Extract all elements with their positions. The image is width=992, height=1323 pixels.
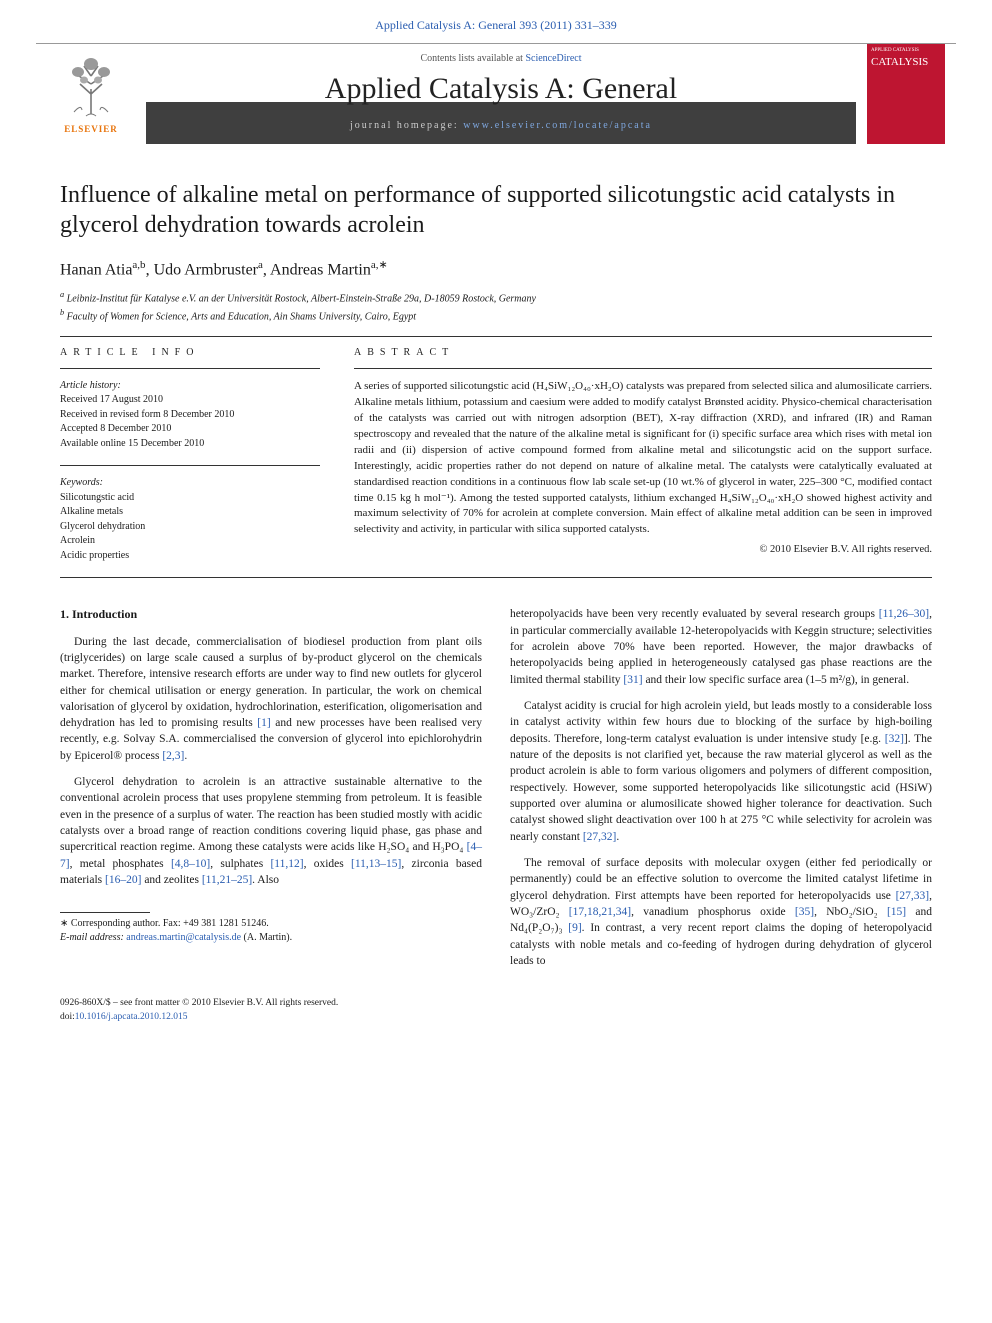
abstract-col: ABSTRACT A series of supported silicotun… bbox=[354, 347, 932, 564]
ref-16-20[interactable]: [16–20] bbox=[105, 874, 141, 886]
doc-info: 0926-860X/$ – see front matter © 2010 El… bbox=[60, 997, 932, 1024]
citation-header: Applied Catalysis A: General 393 (2011) … bbox=[0, 0, 992, 43]
history-revised: Received in revised form 8 December 2010 bbox=[60, 408, 320, 423]
masthead-center: Contents lists available at ScienceDirec… bbox=[146, 44, 856, 144]
abstract-label: ABSTRACT bbox=[354, 347, 932, 358]
journal-cover-thumb: APPLIED CATALYSIS CATALYSIS bbox=[867, 44, 945, 144]
ref-31[interactable]: [31] bbox=[623, 674, 642, 686]
keywords-rule bbox=[60, 465, 320, 466]
keyword-1: Silicotungstic acid bbox=[60, 491, 320, 506]
ref-35[interactable]: [35] bbox=[795, 906, 814, 918]
affiliation-a: Leibniz-Institut für Katalyse e.V. an de… bbox=[67, 294, 536, 305]
ref-1[interactable]: [1] bbox=[257, 717, 270, 729]
elsevier-tree-icon bbox=[56, 54, 126, 124]
cover-box: APPLIED CATALYSIS CATALYSIS bbox=[856, 44, 956, 144]
homepage-line: journal homepage: www.elsevier.com/locat… bbox=[146, 114, 856, 137]
corresponding-line: ∗ Corresponding author. Fax: +49 381 128… bbox=[60, 917, 482, 931]
homepage-prefix: journal homepage: bbox=[350, 120, 463, 131]
intro-p1: During the last decade, commercialisatio… bbox=[60, 634, 482, 765]
keywords: Keywords: Silicotungstic acid Alkaline m… bbox=[60, 476, 320, 563]
ref-11-26-30[interactable]: [11,26–30] bbox=[879, 608, 929, 620]
masthead: ELSEVIER Contents lists available at Sci… bbox=[36, 43, 956, 144]
keyword-5: Acidic properties bbox=[60, 549, 320, 564]
doi-link[interactable]: 10.1016/j.apcata.2010.12.015 bbox=[75, 1012, 188, 1022]
history-head: Article history: bbox=[60, 379, 320, 394]
doi-prefix: doi: bbox=[60, 1012, 75, 1022]
homepage-link[interactable]: www.elsevier.com/locate/apcata bbox=[463, 120, 652, 131]
article-history: Article history: Received 17 August 2010… bbox=[60, 379, 320, 452]
article-title: Influence of alkaline metal on performan… bbox=[60, 180, 932, 240]
keyword-3: Glycerol dehydration bbox=[60, 520, 320, 535]
email-line: E-mail address: andreas.martin@catalysis… bbox=[60, 931, 482, 945]
email-link[interactable]: andreas.martin@catalysis.de bbox=[126, 932, 241, 943]
history-accepted: Accepted 8 December 2010 bbox=[60, 422, 320, 437]
abstract-rule bbox=[354, 368, 932, 369]
cover-big-text: CATALYSIS bbox=[871, 56, 941, 68]
body-col-left: 1. Introduction During the last decade, … bbox=[60, 606, 482, 979]
keyword-4: Acrolein bbox=[60, 534, 320, 549]
abstract-text: A series of supported silicotungstic aci… bbox=[354, 379, 932, 538]
doi-line: doi:10.1016/j.apcata.2010.12.015 bbox=[60, 1011, 932, 1024]
ref-4-8-10[interactable]: [4,8–10] bbox=[171, 858, 210, 870]
body-col-right: heteropolyacids have been very recently … bbox=[510, 606, 932, 979]
author-3-affil: a,∗ bbox=[371, 259, 388, 271]
sciencedirect-link[interactable]: ScienceDirect bbox=[525, 53, 581, 64]
publisher-logo-box: ELSEVIER bbox=[36, 44, 146, 144]
affiliation-b: Faculty of Women for Science, Arts and E… bbox=[67, 311, 416, 322]
email-label: E-mail address: bbox=[60, 932, 126, 943]
author-1-affil: a,b bbox=[132, 259, 145, 271]
keywords-head: Keywords: bbox=[60, 476, 320, 491]
intro-p2: Glycerol dehydration to acrolein is an a… bbox=[60, 774, 482, 888]
intro-p3: heteropolyacids have been very recently … bbox=[510, 606, 932, 688]
publisher-logo-text: ELSEVIER bbox=[64, 124, 118, 134]
rule-top bbox=[60, 336, 932, 337]
ref-9[interactable]: [9] bbox=[568, 922, 581, 934]
info-rule bbox=[60, 368, 320, 369]
keyword-2: Alkaline metals bbox=[60, 505, 320, 520]
info-abstract-row: ARTICLE INFO Article history: Received 1… bbox=[60, 347, 932, 564]
front-matter-line: 0926-860X/$ – see front matter © 2010 El… bbox=[60, 997, 932, 1010]
article-body: Influence of alkaline metal on performan… bbox=[0, 144, 992, 979]
intro-p4: Catalyst acidity is crucial for high acr… bbox=[510, 698, 932, 845]
journal-name: Applied Catalysis A: General bbox=[146, 72, 856, 106]
ref-15[interactable]: [15] bbox=[887, 906, 906, 918]
author-2-affil: a bbox=[258, 259, 263, 271]
affiliations: a Leibniz-Institut für Katalyse e.V. an … bbox=[60, 289, 932, 324]
contents-line: Contents lists available at ScienceDirec… bbox=[146, 53, 856, 64]
ref-11-21-25[interactable]: [11,21–25] bbox=[202, 874, 252, 886]
authors-line: Hanan Atiaa,b, Udo Armbrustera, Andreas … bbox=[60, 258, 932, 279]
history-received: Received 17 August 2010 bbox=[60, 393, 320, 408]
intro-heading: 1. Introduction bbox=[60, 606, 482, 623]
ref-27-32[interactable]: [27,32] bbox=[583, 831, 617, 843]
author-1: Hanan Atia bbox=[60, 261, 132, 278]
ref-11-12[interactable]: [11,12] bbox=[270, 858, 303, 870]
contents-prefix: Contents lists available at bbox=[420, 53, 525, 64]
history-online: Available online 15 December 2010 bbox=[60, 437, 320, 452]
article-info-col: ARTICLE INFO Article history: Received 1… bbox=[60, 347, 320, 564]
ref-2-3[interactable]: [2,3] bbox=[162, 750, 184, 762]
author-3: Andreas Martin bbox=[270, 261, 371, 278]
footer-rule bbox=[60, 912, 150, 913]
corresponding-footer: ∗ Corresponding author. Fax: +49 381 128… bbox=[60, 912, 482, 945]
intro-p5: The removal of surface deposits with mol… bbox=[510, 855, 932, 969]
elsevier-logo: ELSEVIER bbox=[46, 44, 136, 144]
article-info-label: ARTICLE INFO bbox=[60, 347, 320, 358]
ref-17-18-21-34[interactable]: [17,18,21,34] bbox=[569, 906, 631, 918]
rule-mid bbox=[60, 577, 932, 578]
citation-link[interactable]: Applied Catalysis A: General 393 (2011) … bbox=[375, 18, 617, 32]
ref-11-13-15[interactable]: [11,13–15] bbox=[351, 858, 401, 870]
author-2: Udo Armbruster bbox=[154, 261, 258, 278]
body-columns: 1. Introduction During the last decade, … bbox=[60, 606, 932, 979]
ref-27-33[interactable]: [27,33] bbox=[896, 890, 930, 902]
ref-32[interactable]: [32] bbox=[885, 733, 904, 745]
cover-small-text: APPLIED CATALYSIS bbox=[871, 48, 941, 54]
email-suffix: (A. Martin). bbox=[241, 932, 292, 943]
abstract-copyright: © 2010 Elsevier B.V. All rights reserved… bbox=[354, 544, 932, 555]
